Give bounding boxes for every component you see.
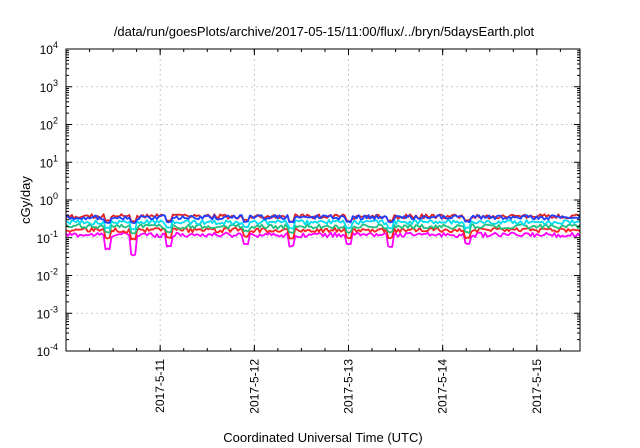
y-axis-label: cGy/day [18, 176, 33, 224]
y-tick-label: 10-2 [37, 267, 58, 284]
y-tick-base: 10 [40, 81, 54, 95]
x-tick-label: 2017-5-11 [153, 359, 167, 413]
x-tick-label: 2017-5-15 [530, 359, 544, 414]
series-line [65, 213, 581, 223]
y-tick-base: 10 [37, 345, 51, 359]
x-axis-label: Coordinated Universal Time (UTC) [223, 430, 422, 445]
y-tick-exponent: 0 [53, 191, 58, 201]
series-line [65, 214, 581, 225]
y-tick-base: 10 [37, 270, 51, 284]
y-tick-label: 10-4 [37, 342, 58, 359]
y-tick-exponent: -4 [50, 342, 58, 352]
series-line [65, 223, 581, 235]
x-tick-label: 2017-5-14 [436, 359, 450, 414]
y-tick-exponent: 1 [53, 153, 58, 163]
chart-title: /data/run/goesPlots/archive/2017-05-15/1… [114, 24, 535, 39]
y-tick-label: 101 [40, 153, 58, 170]
x-axis-ticks: 2017-5-11 2017-5-12 2017-5-13 2017-5-14 2017… [65, 49, 561, 414]
y-tick-base: 10 [40, 119, 54, 133]
series-line [65, 226, 581, 241]
y-tick-base: 10 [37, 232, 51, 246]
y-tick-label: 10-3 [37, 304, 58, 321]
y-tick-label: 100 [40, 191, 58, 208]
series-line [65, 219, 581, 231]
series-lines [65, 213, 581, 257]
y-tick-exponent: -3 [50, 304, 58, 314]
y-tick-label: 102 [40, 116, 58, 133]
y-tick-exponent: -1 [50, 229, 58, 239]
y-tick-base: 10 [40, 194, 54, 208]
y-tick-base: 10 [37, 307, 51, 321]
y-tick-base: 10 [40, 156, 54, 170]
y-tick-label: 104 [40, 40, 58, 57]
y-tick-exponent: 4 [53, 40, 58, 50]
series-line [65, 231, 581, 257]
y-tick-base: 10 [40, 43, 54, 57]
grid-lines [66, 49, 580, 351]
y-tick-exponent: -2 [50, 267, 58, 277]
x-tick-label: 2017-5-13 [342, 359, 356, 414]
y-tick-exponent: 2 [53, 116, 58, 126]
y-tick-label: 103 [40, 78, 58, 95]
x-tick-label: 2017-5-12 [247, 359, 261, 414]
y-tick-exponent: 3 [53, 78, 58, 88]
y-tick-label: 10-1 [37, 229, 58, 246]
